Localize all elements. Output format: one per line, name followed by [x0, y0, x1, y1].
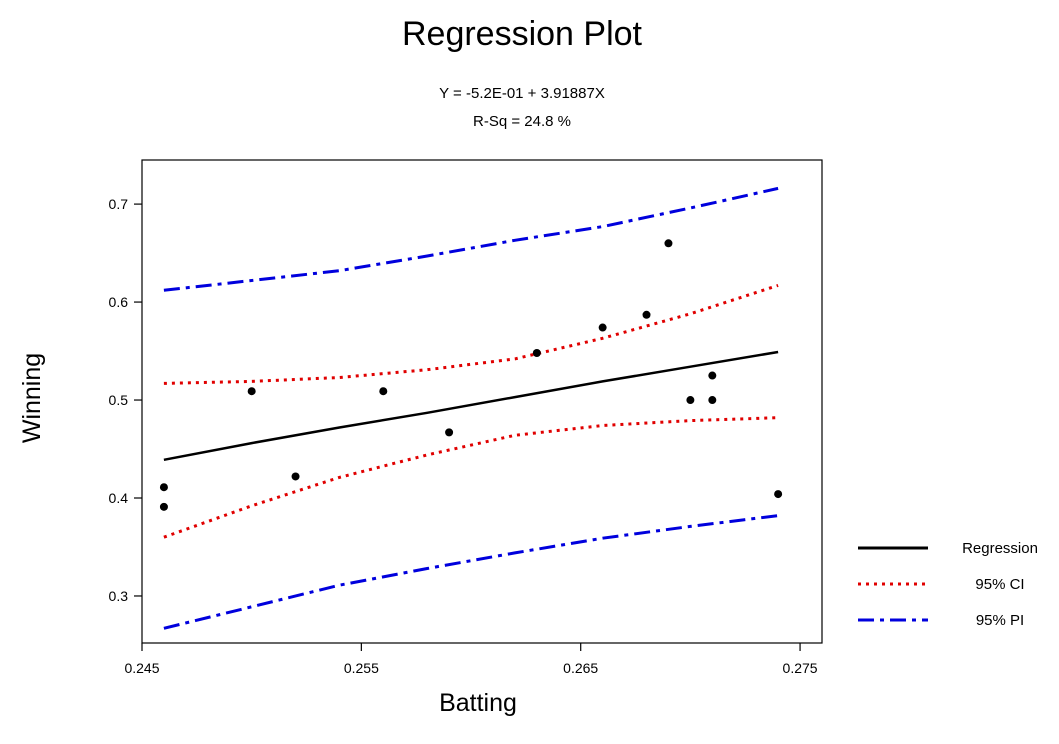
data-point — [379, 387, 388, 396]
data-point — [159, 483, 168, 492]
y-tick-label: 0.7 — [109, 196, 129, 212]
x-tick-label: 0.255 — [344, 660, 379, 676]
y-tick-label: 0.5 — [109, 392, 129, 408]
data-point — [686, 396, 695, 405]
data-points — [159, 239, 783, 511]
y-tick-label: 0.3 — [109, 588, 129, 604]
series-line-95-ci — [163, 416, 779, 539]
legend-label: Regression — [962, 540, 1038, 557]
legend-label: 95% CI — [975, 576, 1024, 593]
data-point — [445, 428, 454, 437]
x-tick-label: 0.245 — [124, 660, 159, 676]
chart-title: Regression Plot — [402, 15, 643, 53]
series-line-regression — [163, 350, 779, 462]
r-squared-label: R-Sq = 24.8 % — [473, 113, 571, 130]
data-point — [159, 502, 168, 511]
data-point — [708, 396, 717, 405]
series-line-95-pi — [163, 514, 779, 630]
data-point — [598, 323, 607, 332]
x-tick-label: 0.275 — [783, 660, 818, 676]
x-axis: 0.245 0.255 0.265 0.275 — [124, 643, 818, 676]
legend-label: 95% PI — [976, 612, 1024, 629]
x-axis-label: Batting — [439, 689, 517, 717]
y-tick-label: 0.6 — [109, 294, 129, 310]
regression-equation: Y = -5.2E-01 + 3.91887X — [439, 85, 605, 102]
data-point — [291, 472, 300, 481]
legend: Regression 95% CI 95% PI — [858, 540, 1038, 629]
y-tick-label: 0.4 — [109, 490, 129, 506]
series-line-95-pi — [163, 186, 779, 292]
series-lines — [163, 186, 779, 630]
data-point — [247, 387, 256, 396]
data-point — [708, 371, 717, 380]
plot-frame — [141, 159, 823, 644]
y-axis: 0.3 0.4 0.5 0.6 0.7 — [109, 196, 142, 604]
data-point — [774, 490, 783, 499]
x-tick-label: 0.265 — [563, 660, 598, 676]
y-axis-label: Winning — [18, 353, 46, 443]
data-point — [642, 310, 651, 319]
data-point — [532, 349, 541, 358]
data-point — [664, 239, 673, 248]
